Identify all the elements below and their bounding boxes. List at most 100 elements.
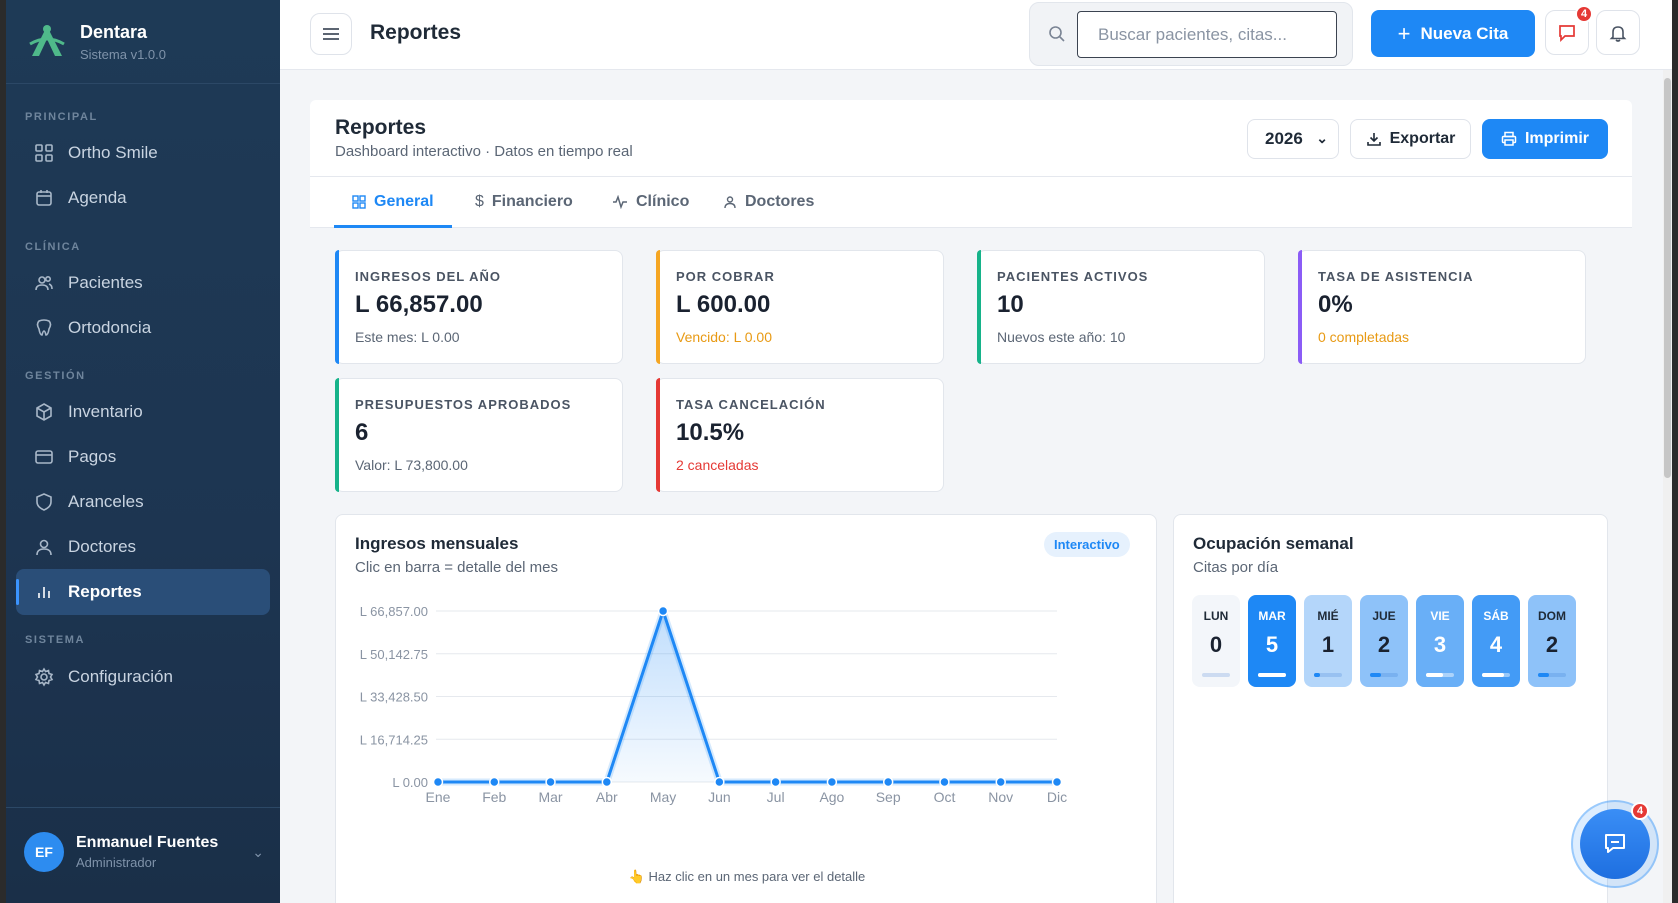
sidebar-item-label: Ortodoncia [68,318,152,337]
divider [310,176,1632,177]
year-select[interactable]: 2026 ⌄ [1247,119,1339,159]
card-value: 0% [1318,291,1353,318]
sidebar-item-aranceles[interactable]: Aranceles [16,479,270,525]
scrollbar-thumb[interactable] [1664,78,1671,478]
card-label: POR COBRAR [676,269,775,284]
sidebar-item-label: Doctores [68,537,137,556]
chevron-down-icon[interactable]: ⌄ [252,844,264,860]
data-point-abr[interactable] [601,776,613,788]
data-point-ene[interactable] [432,776,444,788]
sidebar-item-agenda[interactable]: Agenda [16,175,270,221]
tooth-icon [36,319,52,336]
tab-financiero[interactable]: $ Financiero [475,177,573,227]
chat-icon [1605,834,1625,853]
sidebar-item-label: Aranceles [68,492,144,511]
notifications-button[interactable] [1596,10,1640,55]
download-icon [1366,133,1381,146]
sidebar-divider [6,83,280,84]
day-tile-lun[interactable]: LUN 0 [1192,595,1240,687]
gear-icon [34,667,54,687]
data-point-may[interactable] [657,605,669,617]
chat-fab-button[interactable]: 4 [1571,800,1659,888]
day-name: MIÉ [1317,609,1339,623]
brand[interactable]: Dentara Sistema v1.0.0 [26,22,166,62]
card-foot: Este mes: L 0.00 [355,329,460,345]
sidebar-item-pagos[interactable]: Pagos [16,434,270,480]
user-icon [724,196,736,209]
card-label: TASA CANCELACIÓN [676,397,826,412]
sidebar-item-doctores[interactable]: Doctores [16,524,270,570]
day-tile-mié[interactable]: MIÉ 1 [1304,595,1352,687]
section-sistema: SISTEMA [25,634,86,646]
export-button[interactable]: Exportar [1350,119,1471,159]
scrollbar[interactable] [1663,70,1672,903]
sidebar-item-ortho-smile[interactable]: Ortho Smile [16,130,270,176]
day-count: 5 [1265,632,1279,657]
day-count: 3 [1433,632,1447,657]
day-name: DOM [1538,609,1566,623]
bell-icon [1609,25,1627,42]
sidebar-item-pacientes[interactable]: Pacientes [16,260,270,306]
day-tile-vie[interactable]: VIE 3 [1416,595,1464,687]
day-level-fill [1314,673,1320,677]
sidebar-item-configuracion[interactable]: Configuración [16,654,270,700]
brand-name: Dentara [80,22,148,42]
print-button[interactable]: Imprimir [1482,119,1608,159]
x-tick-label: Oct [934,789,956,805]
day-tile-mar[interactable]: MAR 5 [1248,595,1296,687]
day-level-bar [1426,673,1454,677]
x-tick-label: Feb [482,789,506,805]
data-point-mar[interactable] [545,776,556,788]
tab-clinico[interactable]: Clínico [612,177,689,227]
card-foot: 2 canceladas [676,457,759,473]
y-tick-label: L 0.00 [392,775,428,790]
tab-general[interactable]: General [334,177,452,228]
dentara-logo-icon [29,25,65,56]
data-point-jun[interactable] [714,776,725,788]
sidebar-item-reportes[interactable]: Reportes [16,569,270,615]
monthly-revenue-panel: Ingresos mensuales Clic en barra = detal… [335,514,1157,903]
sidebar-item-ortodoncia[interactable]: Ortodoncia [16,305,270,351]
day-level-fill [1370,673,1382,677]
day-tile-jue[interactable]: JUE 2 [1360,595,1408,687]
day-tile-sáb[interactable]: SÁB 4 [1472,595,1520,687]
data-point-oct[interactable] [939,776,950,788]
search-input[interactable] [1077,11,1337,58]
weekly-occupancy-panel: Ocupación semanal Citas por día LUN 0 MAR 5… [1173,514,1608,903]
messages-button[interactable]: 4 [1545,5,1593,55]
sidebar-item-label: Configuración [68,667,173,686]
day-level-fill [1426,673,1443,677]
data-point-dic[interactable] [1051,776,1063,788]
new-appointment-button[interactable]: + Nueva Cita [1371,10,1535,57]
user-role: Administrador [76,855,157,870]
day-level-bar [1258,673,1286,677]
stat-card-por-cobrar: POR COBRAR L 600.00 Vencido: L 0.00 [656,250,944,364]
revenue-line [438,609,1057,784]
menu-toggle-button[interactable] [310,13,352,55]
card-label: PRESUPUESTOS APROBADOS [355,397,572,412]
stat-card-presupuestos: PRESUPUESTOS APROBADOS 6 Valor: L 73,800… [335,378,623,492]
sidebar-item-label: Reportes [68,582,142,601]
card-foot: Vencido: L 0.00 [676,329,773,345]
messages-badge: 4 [1575,5,1593,23]
data-point-jul[interactable] [770,776,781,788]
day-tile-dom[interactable]: DOM 2 [1528,595,1576,687]
data-point-nov[interactable] [995,776,1006,788]
sidebar-item-label: Inventario [68,402,143,421]
x-tick-label: May [650,789,676,805]
revenue-chart[interactable]: L 0.00 L 16,714.25 L 33,428.50 L 50,142.75 L… [336,585,1158,855]
sidebar-item-inventario[interactable]: Inventario [16,389,270,435]
box-icon [36,403,52,421]
stat-card-ingresos: INGRESOS DEL AÑO L 66,857.00 Este mes: L… [335,250,623,364]
data-point-ago[interactable] [826,776,838,788]
data-point-feb[interactable] [489,776,500,788]
search-box [1029,2,1353,66]
day-count: 2 [1377,632,1391,657]
day-count: 1 [1321,632,1335,657]
data-point-sep[interactable] [882,776,894,788]
user-profile[interactable]: EF Enmanuel Fuentes Administrador ⌄ [24,832,264,872]
tab-doctores[interactable]: Doctores [723,177,814,227]
day-count: 0 [1209,632,1223,657]
day-count: 2 [1545,632,1559,657]
tab-label: Financiero [491,193,573,210]
